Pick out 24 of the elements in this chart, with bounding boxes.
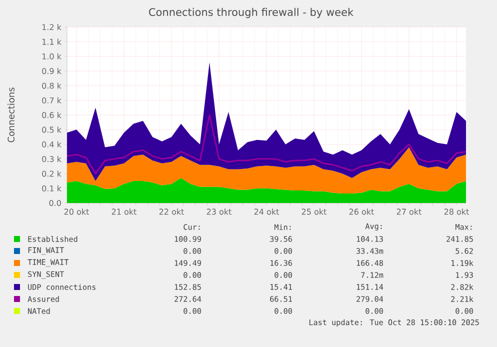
x-tick-label: 21 okt [112,208,136,215]
y-tick-label: 0.0 [49,200,61,206]
x-tick-label: 27 okt [396,208,422,215]
y-tick-label: 1.2 k [42,24,62,30]
y-tick-label: 0.3 k [42,156,62,162]
y-tick-label: 0.1 k [42,185,62,192]
x-tick-label: 23 okt [206,208,232,215]
y-tick-label: 0.7 k [42,97,62,104]
y-tick-label: 1.1 k [42,38,62,45]
y-tick-label: 0.5 k [42,126,62,133]
x-tick-label: 26 okt [349,208,374,215]
x-tick-label: 28 okt [444,208,469,215]
chart-title: Connections through firewall - by week [149,8,354,18]
y-tick-label: 1.0 k [42,53,62,60]
y-axis-title: Connections [8,88,14,142]
x-tick-label: 25 okt [302,208,326,215]
y-tick-label: 0.6 k [42,112,62,118]
y-tick-label: 0.4 k [42,141,62,148]
y-tick-label: 0.8 k [42,82,62,89]
y-tick-label: 0.2 k [42,170,62,177]
x-tick-label: 22 okt [159,208,184,215]
x-tick-label: 20 okt [64,208,89,215]
y-tick-label: 0.9 k [42,68,62,74]
x-tick-label: 24 okt [254,208,279,215]
